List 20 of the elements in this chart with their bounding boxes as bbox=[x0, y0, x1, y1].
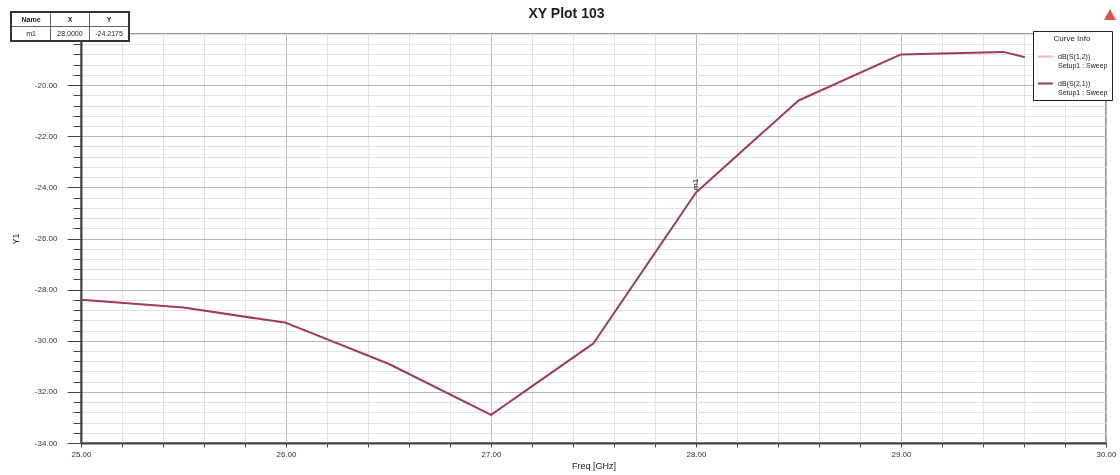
annotation: m1 bbox=[691, 178, 700, 190]
x-tick-label: 29.00 bbox=[891, 449, 913, 459]
y-tick-label: -28.00 bbox=[34, 285, 59, 295]
x-axis-title: Freq [GHz] bbox=[571, 460, 617, 471]
x-tick-label: 25.00 bbox=[71, 449, 93, 459]
y-tick-label: -20.00 bbox=[34, 80, 59, 90]
y-tick-label: -30.00 bbox=[34, 336, 59, 346]
y-tick-label: -26.00 bbox=[34, 234, 59, 243]
y-tick-label: -22.00 bbox=[34, 131, 59, 141]
x-tick-label: 26.00 bbox=[276, 449, 298, 459]
line-series bbox=[81, 50, 1025, 416]
x-tick-label: 30.00 bbox=[1096, 449, 1118, 459]
y-axis-title: Y1 bbox=[10, 233, 21, 245]
y-tick-label: -32.00 bbox=[34, 387, 59, 397]
y-tick-label: -34.00 bbox=[34, 438, 59, 448]
legend-title: Curve Info bbox=[1053, 34, 1091, 43]
chart-title: XY Plot 103 bbox=[528, 5, 605, 21]
x-tick-label: 28.00 bbox=[686, 449, 708, 459]
x-tick-label: 27.00 bbox=[481, 449, 503, 459]
y-tick-label: -24.00 bbox=[34, 182, 59, 192]
